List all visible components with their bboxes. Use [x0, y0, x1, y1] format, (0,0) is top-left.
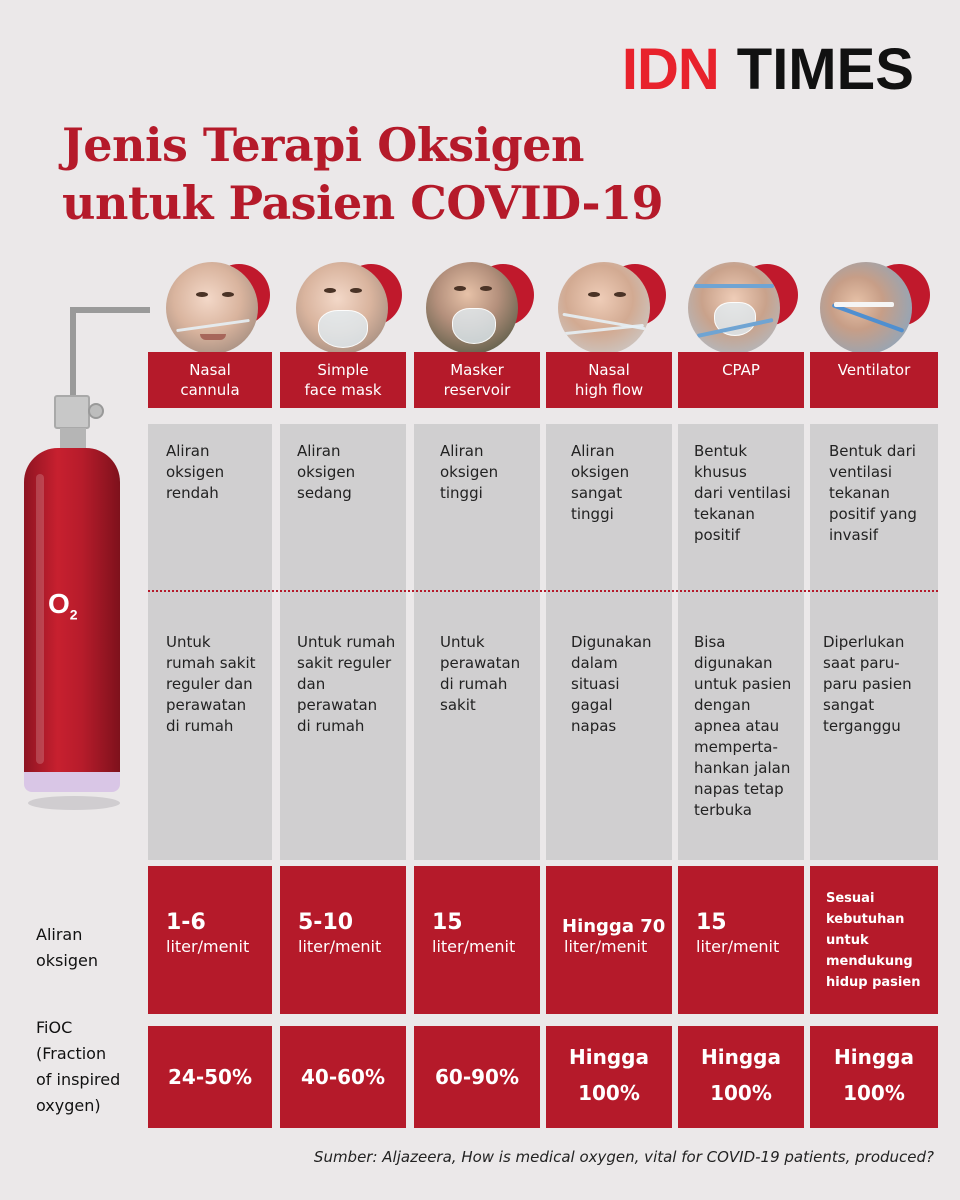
tank-pipe-horizontal	[70, 307, 150, 313]
fio-box-simple-face-mask: 40-60%	[280, 1026, 406, 1128]
desc-nasal-cannula: Aliran oksigen rendah	[166, 442, 225, 502]
panel-ventilator	[810, 424, 938, 860]
photo-simple-face-mask	[296, 262, 388, 354]
therapy-name-cpap: CPAP	[678, 352, 804, 408]
desc-masker-reservoir: Aliran oksigen tinggi	[440, 442, 499, 502]
tank-neck	[60, 428, 86, 450]
usage-simple-face-mask: Untuk rumah sakit reguler dan perawatan di r…	[297, 633, 396, 735]
logo-idn-text: IDN	[621, 37, 720, 102]
photo-masker-reservoir	[426, 262, 518, 354]
therapy-name-simple-face-mask: Simple face mask	[280, 352, 406, 408]
usage-nasal-high-flow: Digunakan dalam situasi gagal napas	[571, 633, 652, 735]
fio-box-nasal-high-flow: Hingga 100%	[546, 1026, 672, 1128]
fio-value-line1: Hingga	[701, 1045, 781, 1069]
title-line-1: Jenis Terapi Oksigen	[62, 118, 584, 172]
fio-box-ventilator: Hingga 100%	[810, 1026, 938, 1128]
dotted-divider	[148, 590, 938, 592]
fio-box-masker-reservoir: 60-90%	[414, 1026, 540, 1128]
flow-unit: liter/menit	[432, 937, 516, 956]
panel-cpap	[678, 424, 804, 860]
flow-unit: liter/menit	[564, 937, 648, 956]
tank-base	[24, 772, 120, 792]
photo-ventilator	[820, 262, 912, 354]
flow-box-simple-face-mask: 5-10 liter/menit	[280, 866, 406, 1014]
flow-unit: liter/menit	[166, 937, 250, 956]
flow-value: 5-10	[298, 910, 354, 935]
therapy-name-masker-reservoir: Masker reservoir	[414, 352, 540, 408]
fio-value-line2: 100%	[710, 1081, 772, 1105]
desc-nasal-high-flow: Aliran oksigen sangat tinggi	[571, 442, 630, 523]
tank-highlight	[36, 474, 44, 764]
therapy-name-nasal-high-flow: Nasal high flow	[546, 352, 672, 408]
photo-nasal-cannula	[166, 262, 258, 354]
oxygen-tank-icon	[24, 448, 120, 778]
fio-box-nasal-cannula: 24-50%	[148, 1026, 272, 1128]
panel-simple-face-mask	[280, 424, 406, 860]
idn-times-logo: IDN TIMES	[622, 36, 914, 103]
tank-valve-icon	[54, 395, 90, 429]
tank-shadow	[28, 796, 120, 810]
usage-ventilator: Diperlukan saat paru-paru pasien sangat ter…	[823, 633, 912, 735]
fio-box-cpap: Hingga 100%	[678, 1026, 804, 1128]
flow-value: 1-6	[166, 910, 206, 935]
panel-nasal-high-flow	[546, 424, 672, 860]
flow-box-ventilator: Sesuai kebutuhan untuk mendukung hidup pasie…	[810, 866, 938, 1014]
fio-value-line2: 100%	[578, 1081, 640, 1105]
row-label-fio: FiOC (Fraction of inspired oxygen)	[36, 1018, 121, 1115]
title-line-2: untuk Pasien COVID-19	[62, 176, 664, 230]
fio-value-line1: Hingga	[569, 1045, 649, 1069]
flow-unit: liter/menit	[298, 937, 382, 956]
flow-value: Hingga 70	[562, 916, 666, 937]
fio-value-line1: Hingga	[834, 1045, 914, 1069]
flow-box-nasal-high-flow: Hingga 70 liter/menit	[546, 866, 672, 1014]
fio-value: 24-50%	[167, 1065, 252, 1089]
fio-value: 40-60%	[300, 1065, 385, 1089]
desc-simple-face-mask: Aliran oksigen sedang	[297, 442, 356, 502]
flow-description: Sesuai kebutuhan untuk mendukung hidup pasie…	[826, 891, 921, 990]
usage-masker-reservoir: Untuk perawatan di rumah sakit	[440, 633, 521, 714]
flow-value: 15	[696, 910, 727, 935]
desc-cpap: Bentuk khusus dari ventilasi tekanan positif	[694, 442, 791, 544]
tank-valve-knob-icon	[88, 403, 104, 419]
flow-box-masker-reservoir: 15 liter/menit	[414, 866, 540, 1014]
panel-nasal-cannula	[148, 424, 272, 860]
logo-times-text: TIMES	[736, 37, 914, 102]
photo-nasal-high-flow	[558, 262, 650, 354]
page-title: Jenis Terapi Oksigen untuk Pasien COVID-…	[62, 116, 762, 232]
therapy-name-ventilator: Ventilator	[810, 352, 938, 408]
flow-box-nasal-cannula: 1-6 liter/menit	[148, 866, 272, 1014]
source-credit: Sumber: Aljazeera, How is medical oxygen…	[313, 1148, 934, 1166]
photo-cpap	[688, 262, 780, 354]
fio-value: 60-90%	[434, 1065, 519, 1089]
flow-box-cpap: 15 liter/menit	[678, 866, 804, 1014]
therapy-name-nasal-cannula: Nasal cannula	[148, 352, 272, 408]
desc-ventilator: Bentuk dari ventilasi tekanan positif yang i…	[829, 442, 917, 544]
panel-masker-reservoir	[414, 424, 540, 860]
row-label-flow: Aliran oksigen	[36, 925, 98, 970]
flow-unit: liter/menit	[696, 937, 780, 956]
usage-nasal-cannula: Untuk rumah sakit reguler dan perawatan di r…	[166, 633, 256, 735]
tank-pipe-vertical	[70, 307, 76, 403]
flow-value: 15	[432, 910, 463, 935]
usage-cpap: Bisa digunakan untuk pasien dengan apnea ata…	[694, 633, 792, 819]
fio-value-line2: 100%	[843, 1081, 905, 1105]
tank-o2-label: O2	[48, 588, 78, 623]
